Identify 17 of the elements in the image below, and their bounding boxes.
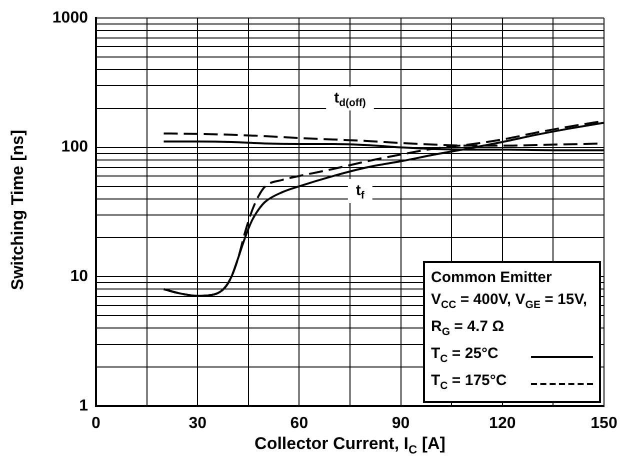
legend-label: T$_{C}$ = 25°C [431, 344, 500, 367]
legend-title: Common Emitter [431, 268, 553, 288]
annotation: R$_{G}$ = 4.7 Ω [431, 317, 506, 340]
x-tick-label: 30 [188, 415, 207, 432]
x-tick-label: 90 [392, 415, 410, 432]
y-tick-label: 1000 [52, 9, 88, 26]
x-tick-label: 120 [489, 415, 516, 432]
x-tick-label: 60 [290, 415, 308, 432]
x-tick-label: 150 [590, 415, 618, 432]
x-axis-title: Collector Current, I$_{C}$ [A] [254, 434, 446, 456]
y-tick-label: 10 [70, 268, 88, 286]
legend-label: T$_{C}$ = 175°C [431, 371, 508, 394]
x-tick-label: 0 [92, 415, 101, 432]
y-tick-label: 100 [61, 138, 88, 156]
y-tick-label: 1 [79, 397, 88, 414]
annotation: V$_{CC}$ = 400V, V$_{GE}$ = 15V, [431, 290, 588, 313]
y-axis-title: Switching Time [ns] [8, 128, 28, 292]
